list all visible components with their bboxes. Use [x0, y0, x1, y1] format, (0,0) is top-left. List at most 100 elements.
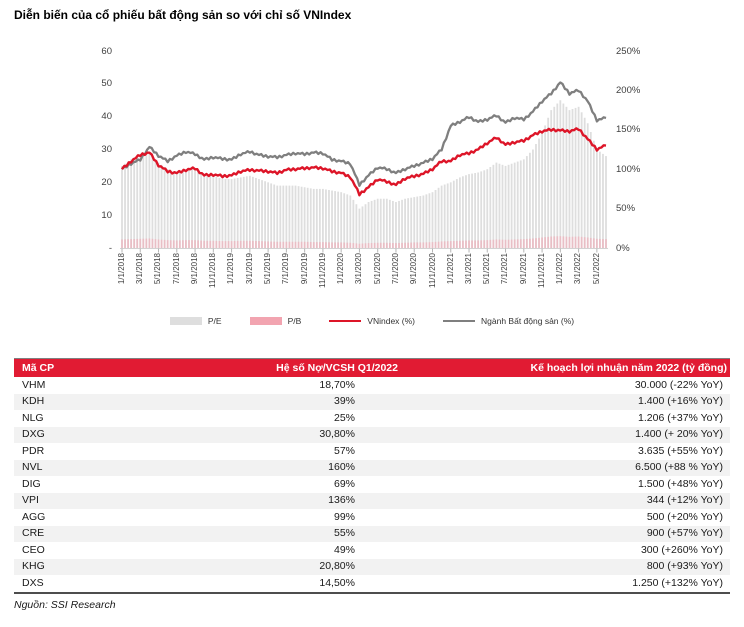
x-axis-tick: 9/1/2018	[190, 253, 200, 285]
right-axis-tick: 200%	[616, 84, 641, 96]
legend-label: P/E	[207, 316, 222, 326]
profit-plan-cell: 900 (+57% YoY)	[646, 527, 723, 539]
x-axis-tick: 1/1/2020	[336, 253, 346, 285]
debt-ratio-cell: 49%	[333, 543, 355, 556]
source-note: Nguồn: SSI Research	[14, 599, 116, 611]
debt-ratio-cell: 57%	[333, 444, 355, 457]
x-axis-tick: 9/1/2021	[518, 253, 528, 285]
debt-ratio-cell: 14,50%	[319, 576, 355, 589]
table-row: CRE 55% 900 (+57% YoY)	[14, 525, 730, 542]
profit-plan-cell: 344 (+12% YoY)	[646, 494, 723, 506]
debt-ratio-cell: 55%	[333, 527, 355, 539]
table-row: DXG 30,80% 1.400 (+ 20% YoY)	[14, 426, 730, 443]
x-axis-tick: 5/1/2022	[591, 253, 601, 285]
debt-ratio-cell: 30,80%	[319, 428, 355, 440]
profit-plan-cell: 1.400 (+16% YoY)	[638, 395, 723, 407]
table-row: DIG 69% 1.500 (+48% YoY)	[14, 476, 730, 493]
profit-plan-cell: 1.250 (+132% YoY)	[632, 576, 723, 589]
legend-item-ng-nh-b-t-ng-s-n-: Ngành Bất động sản (%)	[443, 316, 574, 326]
x-axis-tick: 3/1/2019	[244, 253, 254, 285]
stock-table: Mã CP Hệ số Nợ/VCSH Q1/2022 Kế hoạch lợi…	[14, 358, 730, 594]
col-header-debt-ratio: Hệ số Nợ/VCSH Q1/2022	[110, 358, 410, 377]
x-axis-tick: 11/1/2020	[427, 253, 437, 288]
profit-plan-cell: 30.000 (-22% YoY)	[634, 378, 723, 391]
debt-ratio-cell: 20,80%	[319, 560, 355, 572]
x-axis-tick: 11/1/2021	[537, 253, 547, 288]
ticker-cell: NVL	[22, 461, 43, 473]
table-row: VHM 18,70% 30.000 (-22% YoY)	[14, 377, 730, 394]
left-axis-tick: 10	[101, 209, 112, 221]
table-row: PDR 57% 3.635 (+55% YoY)	[14, 443, 730, 460]
left-axis-tick: 60	[101, 45, 112, 57]
x-axis-tick: 5/1/2020	[372, 253, 382, 285]
x-axis-tick: 9/1/2019	[299, 253, 309, 285]
legend-item-p-e: P/E	[169, 316, 222, 326]
right-axis-tick: 0%	[616, 242, 630, 254]
table-row: VPI 136% 344 (+12% YoY)	[14, 492, 730, 509]
x-axis-tick: 11/1/2018	[208, 253, 218, 288]
ticker-cell: CEO	[22, 543, 45, 556]
profit-plan-cell: 800 (+93% YoY)	[646, 560, 723, 572]
legend-label: VNindex (%)	[367, 316, 416, 326]
x-axis-tick: 5/1/2018	[153, 253, 163, 285]
profit-plan-cell: 300 (+260% YoY)	[640, 543, 723, 556]
ticker-cell: KHG	[22, 560, 45, 572]
left-axis-tick: 30	[101, 144, 112, 155]
right-axis-tick: 150%	[616, 124, 641, 136]
ticker-cell: CRE	[22, 527, 45, 539]
x-axis-tick: 7/1/2018	[171, 253, 181, 285]
ticker-cell: AGG	[22, 510, 46, 523]
legend-line-swatch	[329, 319, 362, 323]
right-axis-tick: 250%	[616, 45, 641, 57]
debt-ratio-cell: 18,70%	[319, 378, 355, 391]
ticker-cell: DXG	[22, 428, 45, 440]
x-axis-tick: 11/1/2019	[317, 253, 327, 288]
legend-item-vnindex-: VNindex (%)	[329, 316, 415, 326]
legend-line-swatch	[443, 319, 476, 323]
debt-ratio-cell: 99%	[333, 510, 355, 523]
x-axis-tick: 1/1/2021	[445, 253, 455, 285]
debt-ratio-cell: 69%	[333, 477, 355, 490]
table-row: KDH 39% 1.400 (+16% YoY)	[14, 393, 730, 410]
table-row: CEO 49% 300 (+260% YoY)	[14, 542, 730, 559]
ticker-cell: NLG	[22, 411, 44, 424]
table-row: KHG 20,80% 800 (+93% YoY)	[14, 558, 730, 575]
x-axis-tick: 1/1/2018	[117, 253, 126, 285]
profit-plan-cell: 1.206 (+37% YoY)	[638, 411, 723, 424]
ticker-cell: PDR	[22, 444, 45, 457]
ticker-cell: VPI	[22, 494, 39, 506]
col-header-ticker: Mã CP	[14, 358, 110, 377]
table-row: NLG 25% 1.206 (+37% YoY)	[14, 410, 730, 427]
legend-bar-swatch	[249, 317, 282, 325]
x-axis-tick: 1/1/2022	[555, 253, 565, 285]
right-axis-tick: 100%	[616, 163, 641, 175]
x-axis-tick: 5/1/2021	[482, 253, 492, 285]
profit-plan-cell: 3.635 (+55% YoY)	[638, 444, 723, 457]
debt-ratio-cell: 39%	[333, 395, 355, 407]
x-axis-tick: 1/1/2019	[226, 253, 236, 285]
legend-item-p-b: P/B	[249, 316, 301, 326]
legend-label: Ngành Bất động sản (%)	[481, 316, 575, 326]
debt-ratio-cell: 136%	[328, 494, 355, 506]
x-axis-tick: 3/1/2018	[135, 253, 145, 285]
table-header-row: Mã CP Hệ số Nợ/VCSH Q1/2022 Kế hoạch lợi…	[14, 358, 730, 377]
x-axis-tick: 3/1/2022	[573, 253, 583, 285]
left-axis-tick: 20	[101, 176, 112, 188]
x-axis-tick: 3/1/2021	[464, 253, 474, 285]
x-axis-tick: 9/1/2020	[409, 253, 419, 285]
debt-ratio-cell: 160%	[328, 461, 355, 473]
table-row: DXS 14,50% 1.250 (+132% YoY)	[14, 575, 730, 593]
x-axis-tick: 3/1/2020	[354, 253, 364, 285]
x-axis-tick: 7/1/2020	[390, 253, 400, 285]
profit-plan-cell: 6.500 (+88 % YoY)	[635, 461, 723, 473]
x-axis-tick: 7/1/2019	[281, 253, 291, 285]
x-axis-tick: 5/1/2019	[263, 253, 273, 285]
table-row: NVL 160% 6.500 (+88 % YoY)	[14, 459, 730, 476]
profit-plan-cell: 1.400 (+ 20% YoY)	[635, 428, 723, 440]
ticker-cell: DIG	[22, 477, 41, 490]
ticker-cell: VHM	[22, 378, 46, 391]
legend-bar-swatch	[169, 317, 202, 325]
debt-ratio-cell: 25%	[333, 411, 355, 424]
chart-title: Diễn biến của cổ phiếu bất động sản so v…	[14, 8, 352, 22]
